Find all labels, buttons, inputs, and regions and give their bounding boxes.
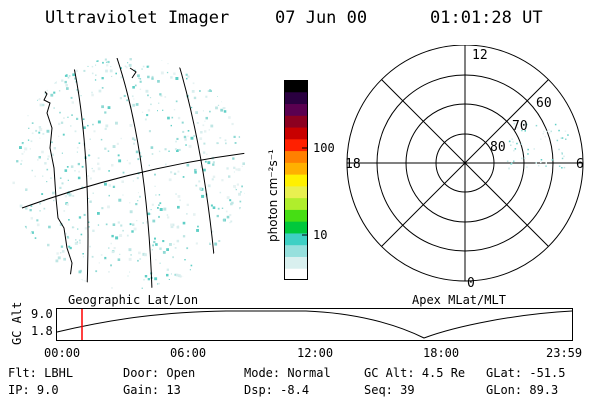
lat-label-70: 70 xyxy=(512,119,528,134)
instrument-title: Ultraviolet Imager xyxy=(45,8,230,28)
info-ip: IP: 9.0 xyxy=(8,383,59,397)
alt-plot-ylabel: GC Alt xyxy=(10,301,24,345)
date-label: 07 Jun 00 xyxy=(275,8,368,28)
colorbar-stripe xyxy=(284,138,308,152)
info-glat: GLat: -51.5 xyxy=(486,366,566,380)
colorbar-stripe xyxy=(284,127,308,140)
altitude-plot xyxy=(56,308,573,341)
info-filter: Flt: LBHL xyxy=(8,366,74,380)
mlt-label-0: 0 xyxy=(467,276,475,291)
coastline xyxy=(129,67,137,79)
colorbar-tick-100: 100 xyxy=(313,141,335,155)
info-gain: Gain: 13 xyxy=(123,383,181,397)
colorbar-stripe xyxy=(284,209,308,222)
info-mode: Mode: Normal xyxy=(244,366,331,380)
colorbar-stripe xyxy=(284,162,308,175)
info-dsp: Dsp: -8.4 xyxy=(244,383,310,397)
geographic-image xyxy=(12,58,246,290)
mlt-label-12: 12 xyxy=(472,48,488,63)
colorbar-stripe xyxy=(284,256,308,269)
colorbar-unit-label: photon cm⁻²s⁻¹ xyxy=(266,149,280,242)
colorbar-stripe xyxy=(284,197,308,210)
colorbar-stripe xyxy=(284,91,308,105)
colorbar-stripe xyxy=(284,103,308,116)
colorbar-stripe xyxy=(284,232,308,246)
mlt-label-6: 6 xyxy=(576,157,584,172)
colorbar-stripe xyxy=(284,268,308,280)
polar-panel-label: Apex MLat/MLT xyxy=(412,293,506,307)
colorbar-tick-10: 10 xyxy=(313,228,328,242)
time-label: 01:01:28 UT xyxy=(430,8,543,28)
altitude-curve xyxy=(56,310,573,339)
geographic-panel-label: Geographic Lat/Lon xyxy=(68,293,199,307)
colorbar-stripe xyxy=(284,244,308,257)
colorbar-stripe xyxy=(284,221,308,234)
alt-xtick-0600: 06:00 xyxy=(170,346,207,360)
alt-xtick-2359: 23:59 xyxy=(546,346,583,360)
latitude-line xyxy=(21,152,246,209)
info-glon: GLon: 89.3 xyxy=(486,383,559,397)
colorbar-stripe xyxy=(284,150,308,163)
mlt-label-18: 18 xyxy=(345,157,361,172)
info-door: Door: Open xyxy=(123,366,196,380)
colorbar-stripe xyxy=(284,80,308,93)
colorbar-stripe xyxy=(284,185,308,199)
polar-plot xyxy=(346,45,584,282)
alt-xtick-1800: 18:00 xyxy=(423,346,460,360)
alt-xtick-1200: 12:00 xyxy=(297,346,334,360)
info-seq: Seq: 39 xyxy=(364,383,415,397)
coastline xyxy=(19,272,27,287)
alt-xtick-0000: 00:00 xyxy=(44,346,81,360)
alt-tick-9: 9.0 xyxy=(31,307,53,321)
longitude-line xyxy=(71,58,89,290)
colorbar-stripe xyxy=(284,174,308,187)
info-gc-alt: GC Alt: 4.5 Re xyxy=(364,366,466,380)
colorbar xyxy=(284,80,308,280)
lat-label-60: 60 xyxy=(536,96,552,111)
longitude-line xyxy=(116,58,153,290)
alt-tick-1-8: 1.8 xyxy=(31,324,53,338)
lat-label-80: 80 xyxy=(490,140,506,155)
colorbar-stripe xyxy=(284,115,308,128)
